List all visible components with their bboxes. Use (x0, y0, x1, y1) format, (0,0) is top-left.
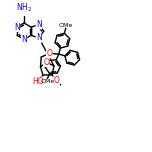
Text: HO: HO (32, 77, 44, 86)
Text: NH$_2$: NH$_2$ (16, 2, 32, 14)
Text: N: N (14, 23, 20, 32)
Text: O: O (46, 49, 52, 58)
Text: N: N (36, 33, 42, 42)
Text: N: N (21, 35, 27, 44)
Text: O: O (43, 58, 49, 67)
Text: OMe: OMe (59, 22, 73, 28)
Text: O: O (54, 76, 60, 85)
Text: OMe: OMe (40, 79, 54, 84)
Text: N: N (36, 20, 42, 29)
